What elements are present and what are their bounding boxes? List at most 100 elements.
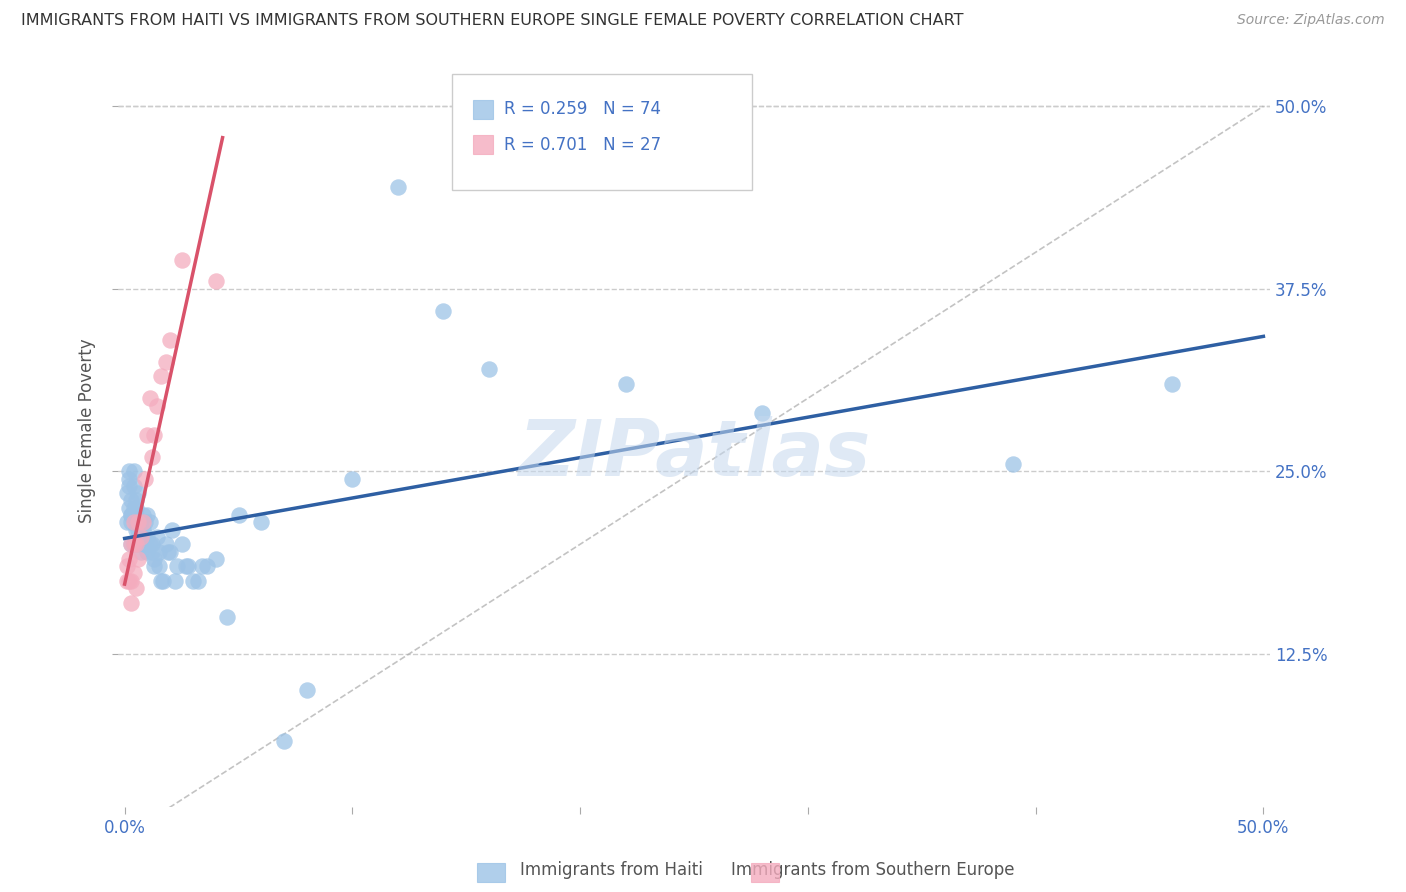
Point xyxy=(134,537,156,551)
Point xyxy=(156,544,179,558)
Point xyxy=(166,559,188,574)
Point xyxy=(155,355,177,369)
Point xyxy=(150,574,173,588)
Point xyxy=(217,610,239,624)
Point xyxy=(118,574,141,588)
Point xyxy=(136,530,159,544)
Point xyxy=(191,559,214,574)
Point xyxy=(136,544,159,558)
Point xyxy=(181,574,204,588)
Point xyxy=(155,537,177,551)
Point xyxy=(129,530,152,544)
Point xyxy=(118,471,141,485)
Point xyxy=(129,544,152,558)
Point xyxy=(342,471,364,485)
Point xyxy=(127,486,149,500)
Point xyxy=(115,516,138,530)
Point xyxy=(138,516,160,530)
Point xyxy=(204,552,226,566)
Point xyxy=(121,508,143,522)
Point xyxy=(125,537,148,551)
FancyBboxPatch shape xyxy=(472,135,492,154)
Point xyxy=(122,537,145,551)
Point xyxy=(136,427,159,442)
Point xyxy=(121,596,143,610)
Point xyxy=(118,552,141,566)
Point xyxy=(162,523,184,537)
Point xyxy=(143,559,166,574)
Point xyxy=(148,559,170,574)
Point xyxy=(125,493,148,508)
Point xyxy=(127,523,149,537)
Point xyxy=(118,464,141,478)
Point xyxy=(159,544,181,558)
Point xyxy=(115,486,138,500)
Point xyxy=(132,516,155,530)
Point xyxy=(432,303,454,318)
Point xyxy=(115,574,138,588)
Text: Source: ZipAtlas.com: Source: ZipAtlas.com xyxy=(1237,13,1385,28)
Point xyxy=(159,333,181,347)
Point xyxy=(132,523,155,537)
Point xyxy=(295,683,318,698)
Point xyxy=(174,559,197,574)
Point xyxy=(127,552,149,566)
Point xyxy=(121,516,143,530)
Point xyxy=(273,734,295,748)
Point xyxy=(228,508,250,522)
Point xyxy=(141,450,163,464)
Point xyxy=(150,369,173,384)
Point xyxy=(186,574,208,588)
Text: R = 0.701   N = 27: R = 0.701 N = 27 xyxy=(505,136,661,153)
Point xyxy=(132,508,155,522)
Text: IMMIGRANTS FROM HAITI VS IMMIGRANTS FROM SOUTHERN EUROPE SINGLE FEMALE POVERTY C: IMMIGRANTS FROM HAITI VS IMMIGRANTS FROM… xyxy=(21,13,963,29)
Point xyxy=(1001,457,1024,471)
Point xyxy=(478,362,501,376)
Point xyxy=(125,516,148,530)
Point xyxy=(138,391,160,405)
Point xyxy=(132,537,155,551)
Point xyxy=(118,500,141,515)
Point xyxy=(129,530,152,544)
Point xyxy=(170,537,193,551)
FancyBboxPatch shape xyxy=(451,74,752,191)
Point xyxy=(152,574,174,588)
Point xyxy=(127,537,149,551)
Point xyxy=(127,516,149,530)
Point xyxy=(121,537,143,551)
Point xyxy=(614,376,637,391)
Point xyxy=(122,516,145,530)
Point xyxy=(250,516,273,530)
Text: ZIPatlas: ZIPatlas xyxy=(517,416,870,491)
Point xyxy=(121,537,143,551)
Point xyxy=(125,581,148,595)
Point xyxy=(122,479,145,493)
Y-axis label: Single Female Poverty: Single Female Poverty xyxy=(79,339,96,524)
Point xyxy=(121,574,143,588)
Text: Immigrants from Haiti: Immigrants from Haiti xyxy=(520,861,703,879)
Point xyxy=(136,508,159,522)
Point xyxy=(122,566,145,581)
Point xyxy=(145,399,167,413)
Point xyxy=(138,537,160,551)
Text: Immigrants from Southern Europe: Immigrants from Southern Europe xyxy=(731,861,1015,879)
Point xyxy=(122,537,145,551)
FancyBboxPatch shape xyxy=(472,100,492,119)
Point xyxy=(118,479,141,493)
Point xyxy=(143,552,166,566)
Point xyxy=(127,516,149,530)
Point xyxy=(163,574,186,588)
Point xyxy=(1161,376,1184,391)
Point xyxy=(121,508,143,522)
Text: R = 0.259   N = 74: R = 0.259 N = 74 xyxy=(505,100,661,119)
Point xyxy=(141,537,163,551)
Point xyxy=(125,508,148,522)
Point xyxy=(125,537,148,551)
Point xyxy=(122,464,145,478)
Point xyxy=(177,559,200,574)
Point xyxy=(170,252,193,267)
Point xyxy=(134,471,156,485)
Point xyxy=(145,530,167,544)
Point xyxy=(751,406,773,420)
Point xyxy=(125,523,148,537)
